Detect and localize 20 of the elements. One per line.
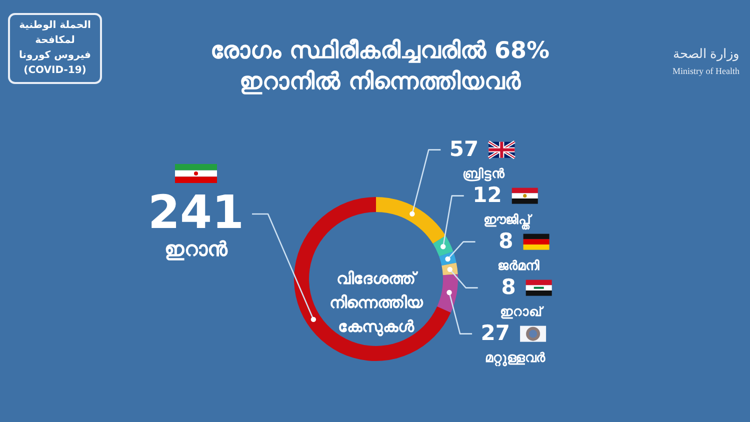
- donut-slice: [294, 197, 451, 361]
- text: الحملة الوطنية لمكافحة فيروس كورونا (COVID-19): [18, 19, 92, 78]
- data-label: 8: [501, 274, 516, 299]
- data-label: 57: [449, 136, 479, 161]
- data-label: 27: [480, 320, 510, 345]
- data-label: 8: [498, 228, 514, 253]
- data-label: 241: [148, 185, 244, 239]
- slice-label: ബ്രിട്ടൻ: [462, 166, 506, 182]
- data-label: 12: [472, 182, 502, 207]
- slice-label: ജർമനി: [497, 258, 540, 274]
- slice-label: മറ്റുള്ളവർ: [485, 350, 546, 367]
- slice-label: ഈജിപ്ത്: [483, 212, 530, 228]
- text: വിദേശത്ത് നിന്നെത്തിയ കേസുകൾ: [330, 269, 424, 337]
- chart-title: രോഗം സ്ഥിരീകരിച്ചവരിൽ 68% ഇറാനിൽ നിന്നെത്തിയവർ: [209, 37, 551, 97]
- donut-slice: [437, 274, 458, 313]
- text: وزارة الصحة: [672, 46, 740, 62]
- text: Ministry of Health: [672, 66, 740, 76]
- slice-label: ഇറാഖ്: [500, 304, 544, 320]
- slice-label: ഇറാൻ: [164, 237, 228, 261]
- donut-slice: [376, 197, 446, 244]
